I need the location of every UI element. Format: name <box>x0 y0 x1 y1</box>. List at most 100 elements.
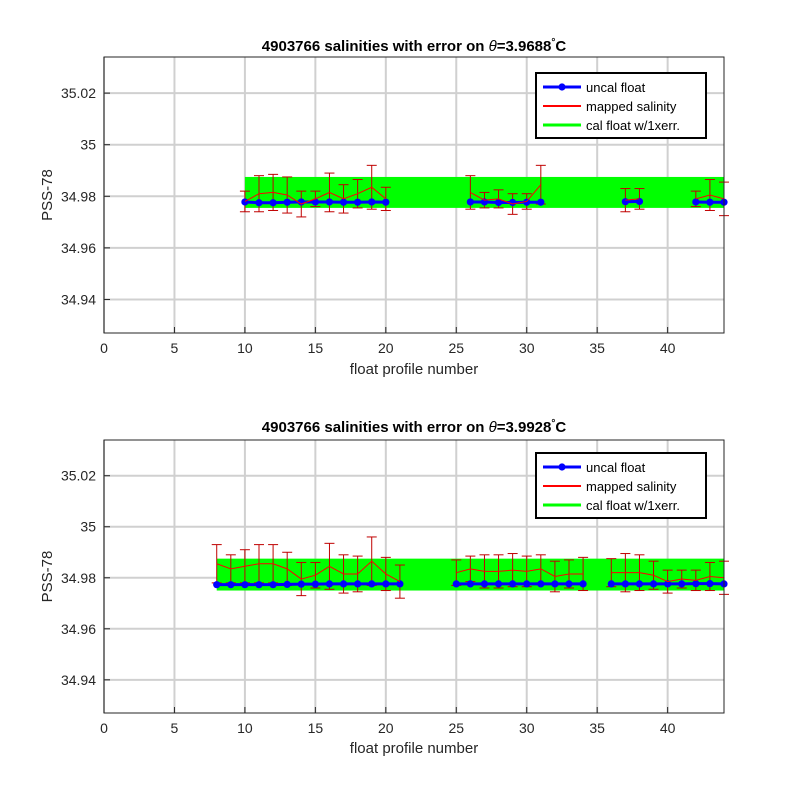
x-tick-label: 0 <box>100 340 108 356</box>
legend-cal-label: cal float w/1xerr. <box>586 118 680 133</box>
y-axis-label: PSS-78 <box>39 551 56 603</box>
uncal-float-marker <box>325 198 334 206</box>
uncal-float-marker <box>692 198 700 206</box>
uncal-float-marker <box>635 580 644 588</box>
chart-title: 4903766 salinities with error on θ=3.968… <box>262 37 567 55</box>
legend: uncal float mapped salinity cal float w/1x… <box>535 452 707 519</box>
uncal-float-marker <box>382 198 390 206</box>
x-tick-label: 40 <box>660 340 676 356</box>
uncal-float-marker <box>678 580 686 588</box>
x-tick-label: 15 <box>308 340 324 356</box>
chart-title: 4903766 salinities with error on θ=3.992… <box>262 418 567 436</box>
title-theta: θ <box>489 419 497 436</box>
x-tick-label: 15 <box>308 720 324 736</box>
uncal-float-marker <box>227 581 235 589</box>
x-tick-label: 30 <box>519 340 535 356</box>
mapped-salinity-line <box>625 198 640 201</box>
legend-cal-label: cal float w/1xerr. <box>586 498 680 513</box>
uncal-float-marker <box>283 580 291 589</box>
title-degree: ° <box>551 418 555 429</box>
uncal-float-marker <box>311 580 319 588</box>
x-tick-label: 10 <box>237 340 253 356</box>
y-tick-label: 35 <box>80 137 96 153</box>
x-tick-label: 40 <box>660 720 676 736</box>
uncal-float-marker <box>283 198 291 206</box>
legend-uncal-marker <box>558 463 566 471</box>
uncal-float-marker <box>368 198 376 206</box>
uncal-float-marker <box>706 198 714 206</box>
uncal-float-marker <box>579 580 587 588</box>
uncal-float-marker <box>241 198 249 206</box>
title-unit: C <box>555 419 566 436</box>
uncal-float-marker <box>466 580 474 588</box>
y-tick-label: 35.02 <box>61 468 96 484</box>
legend-mapped-label: mapped salinity <box>586 479 677 494</box>
title-unit: C <box>555 38 566 55</box>
uncal-float-marker <box>635 197 644 206</box>
uncal-float-marker <box>494 198 503 207</box>
uncal-float-marker <box>354 580 362 588</box>
mapped-salinity-series <box>244 184 725 205</box>
uncal-float-marker <box>339 580 348 588</box>
x-tick-label: 20 <box>378 720 394 736</box>
uncal-float-marker <box>523 198 531 206</box>
mapped-salinity-line <box>244 186 387 205</box>
legend-uncal-marker <box>558 83 566 91</box>
x-tick-label: 0 <box>100 720 108 736</box>
uncal-float-marker <box>692 580 700 588</box>
uncal-float-series <box>241 197 728 207</box>
uncal-float-marker <box>523 580 531 588</box>
legend-uncal-label: uncal float <box>586 460 646 475</box>
uncal-float-marker <box>297 580 305 588</box>
axes-box <box>103 439 725 714</box>
x-tick-label: 25 <box>448 720 464 736</box>
x-tick-label: 25 <box>448 340 464 356</box>
axes-box <box>103 56 725 334</box>
mapped-salinity-line <box>216 560 401 583</box>
x-axis-label: float profile number <box>350 361 478 378</box>
uncal-float-marker <box>509 580 517 588</box>
chart-top: 0 5 10 15 20 25 30 35 40 34.94 34.96 34.98 35 35.02 fl… <box>39 37 729 378</box>
title-prefix: 4903766 salinities with error on <box>262 38 489 55</box>
title-degree: ° <box>551 37 555 48</box>
legend-mapped-label: mapped salinity <box>586 99 677 114</box>
uncal-float-marker <box>664 580 672 588</box>
uncal-float-marker <box>354 198 362 206</box>
uncal-float-marker <box>368 580 376 588</box>
uncal-float-marker <box>607 580 615 588</box>
legend: uncal float mapped salinity cal float w/1x… <box>535 72 707 139</box>
uncal-float-marker <box>396 580 404 588</box>
x-tick-label: 5 <box>171 340 179 356</box>
y-tick-label: 34.94 <box>61 672 96 688</box>
uncal-float-marker <box>509 198 517 207</box>
y-tick-label: 34.96 <box>61 621 96 637</box>
title-value: =3.9688 <box>497 38 552 55</box>
y-tick-label: 35.02 <box>61 85 96 101</box>
mapped-salinity-line <box>470 184 542 205</box>
uncal-float-marker <box>621 580 629 588</box>
uncal-float-marker <box>480 580 489 588</box>
y-tick-label: 34.98 <box>61 570 96 586</box>
uncal-float-marker <box>706 580 714 588</box>
mapped-salinity-line <box>611 572 725 583</box>
x-axis-label: float profile number <box>350 740 478 757</box>
x-tick-label: 5 <box>171 720 179 736</box>
chart-bottom: 0 5 10 15 20 25 30 35 40 34.94 34.96 34.98 35 35.02 fl… <box>39 418 729 757</box>
uncal-float-marker <box>213 581 221 589</box>
x-tick-label: 35 <box>589 720 605 736</box>
x-tick-label: 10 <box>237 720 253 736</box>
y-tick-label: 34.96 <box>61 240 96 256</box>
uncal-float-marker <box>269 199 277 207</box>
y-tick-label: 35 <box>80 519 96 535</box>
uncal-float-marker <box>466 198 474 206</box>
uncal-float-marker <box>537 198 545 206</box>
y-tick-label: 34.98 <box>61 188 96 204</box>
title-value: =3.9928 <box>497 419 552 436</box>
title-theta: θ <box>489 38 497 55</box>
uncal-float-series <box>213 580 728 589</box>
mapped-salinity-line <box>456 568 584 578</box>
uncal-float-marker <box>255 581 263 589</box>
uncal-float-marker <box>649 580 658 588</box>
uncal-float-marker <box>621 198 629 206</box>
